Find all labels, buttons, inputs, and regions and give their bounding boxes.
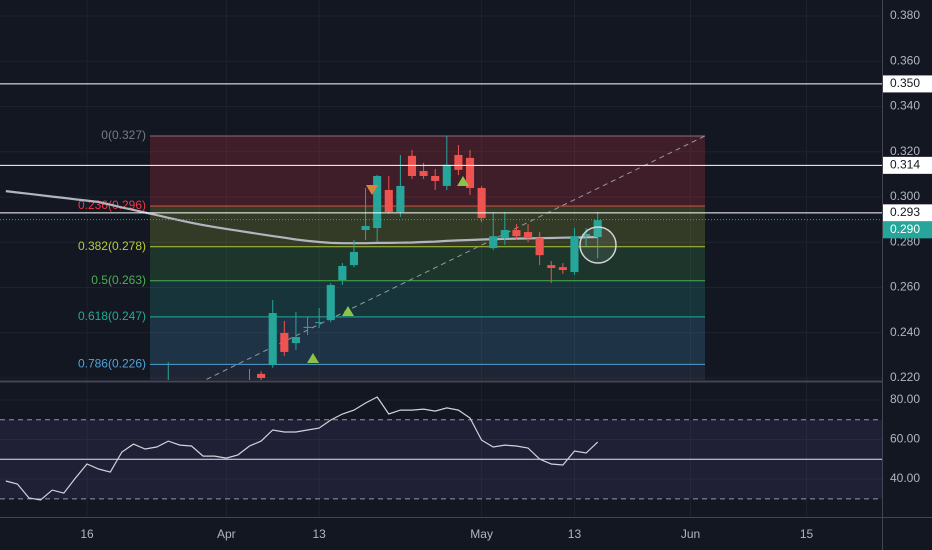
buy-signal bbox=[457, 176, 469, 186]
moving-average bbox=[5, 190, 598, 245]
rsi-layer bbox=[0, 396, 882, 501]
axis-layer: 16 Apr 13 May 13 Jun 150.2200.2400.2600.2800.3… bbox=[80, 8, 932, 541]
x-tick-label: Jun bbox=[681, 527, 700, 541]
fib-level-label: 0.618(0.247) bbox=[78, 309, 146, 323]
candle-body bbox=[431, 175, 440, 181]
fib-level-label: 0.5(0.263) bbox=[91, 273, 146, 287]
candle-body bbox=[268, 313, 277, 366]
candle-body bbox=[349, 251, 359, 266]
x-tick-label: 16 bbox=[80, 527, 94, 541]
candle-body bbox=[257, 373, 266, 378]
candle-body bbox=[500, 230, 509, 239]
x-tick-label: 13 bbox=[312, 527, 326, 541]
highlight-circle bbox=[579, 226, 617, 264]
price-label: 0.314 bbox=[890, 158, 920, 172]
fib-trend-line bbox=[204, 135, 706, 380]
candle-body bbox=[547, 265, 556, 269]
y-tick-label: 0.220 bbox=[890, 370, 920, 384]
candle-body bbox=[315, 322, 324, 324]
candle-body bbox=[535, 238, 544, 256]
fib-level-label: 0.382(0.278) bbox=[78, 239, 146, 253]
candle-body bbox=[338, 266, 347, 281]
candle-body bbox=[477, 187, 486, 219]
fib-level-label: 0.786(0.226) bbox=[78, 357, 146, 371]
price-label-box bbox=[883, 156, 932, 174]
y-tick-label: 40.00 bbox=[890, 471, 920, 485]
candle-body bbox=[454, 154, 463, 170]
candle-body bbox=[442, 164, 451, 186]
candle-body bbox=[489, 236, 498, 249]
fib-zone-lower bbox=[150, 364, 705, 380]
candle-body bbox=[465, 157, 475, 188]
x-tick-label: 13 bbox=[568, 527, 582, 541]
y-tick-label: 0.340 bbox=[890, 99, 920, 113]
price-label-box bbox=[883, 75, 932, 93]
candle-body bbox=[582, 234, 591, 237]
candle-body bbox=[512, 230, 521, 237]
price-label-box bbox=[883, 204, 932, 222]
price-label: 0.293 bbox=[890, 205, 920, 219]
candle-body bbox=[291, 337, 300, 344]
fib-zone bbox=[150, 280, 705, 317]
candle-body bbox=[303, 326, 312, 328]
signal-layer bbox=[307, 176, 617, 363]
y-tick-label: 60.00 bbox=[890, 432, 920, 446]
candle-body bbox=[384, 190, 393, 212]
candle-body bbox=[361, 225, 370, 231]
price-label: 0.290 bbox=[890, 222, 920, 236]
candle-body bbox=[396, 185, 405, 212]
candle-body bbox=[326, 285, 335, 321]
candle-body bbox=[407, 155, 417, 176]
y-tick-label: 0.360 bbox=[890, 53, 920, 67]
y-tick-label: 0.260 bbox=[890, 280, 920, 294]
y-tick-label: 0.320 bbox=[890, 144, 920, 158]
candle-body bbox=[558, 267, 567, 271]
buy-signal bbox=[307, 353, 319, 363]
price-label: 0.350 bbox=[890, 76, 920, 90]
candle-body bbox=[419, 171, 428, 176]
y-tick-label: 80.00 bbox=[890, 392, 920, 406]
candle-body bbox=[523, 232, 533, 239]
candle-body bbox=[373, 175, 382, 228]
rsi-line bbox=[5, 396, 599, 501]
candle-body bbox=[280, 332, 289, 352]
price-label-box bbox=[883, 221, 932, 239]
candle-body bbox=[593, 220, 602, 238]
y-tick-label: 0.240 bbox=[890, 325, 920, 339]
fib-layer: 0(0.327)0.236(0.296)0.382(0.278)0.5(0.26… bbox=[78, 128, 706, 380]
price-line-layer bbox=[0, 83, 882, 221]
y-tick-label: 0.380 bbox=[890, 8, 920, 22]
y-tick-label: 0.300 bbox=[890, 189, 920, 203]
fib-zone bbox=[150, 246, 705, 281]
fib-level-label: 0(0.327) bbox=[101, 128, 146, 142]
fib-zone bbox=[150, 316, 705, 365]
buy-signal bbox=[342, 306, 354, 316]
candle-body bbox=[570, 236, 579, 273]
fib-zone bbox=[150, 206, 705, 247]
candle-layer bbox=[167, 135, 602, 380]
x-tick-label: Apr bbox=[217, 527, 236, 541]
x-tick-label: May bbox=[470, 527, 493, 541]
sell-signal bbox=[366, 185, 378, 195]
x-tick-label: 15 bbox=[800, 527, 814, 541]
ma-layer bbox=[5, 190, 598, 245]
